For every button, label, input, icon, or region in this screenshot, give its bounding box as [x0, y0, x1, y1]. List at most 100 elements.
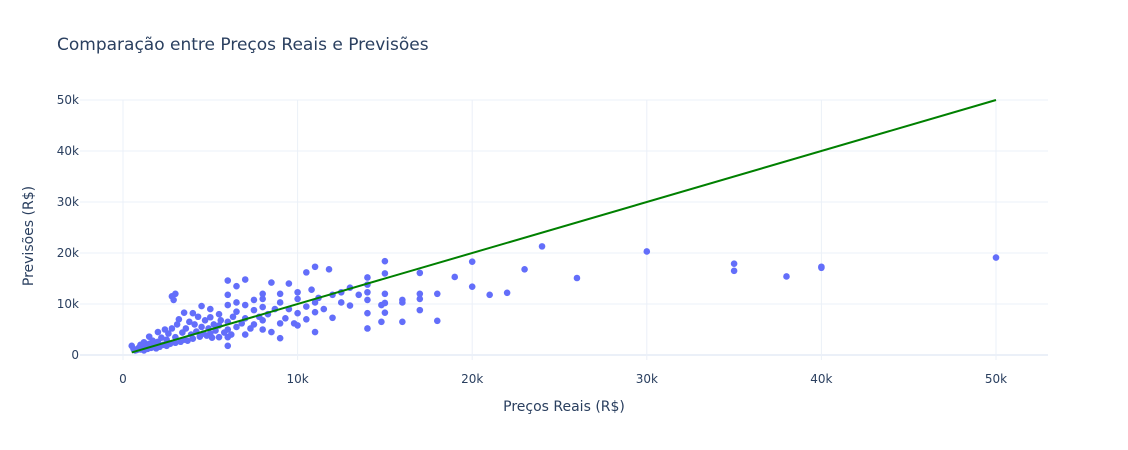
data-point [311, 308, 319, 316]
data-point [364, 296, 371, 304]
data-point [224, 291, 232, 299]
data-point [241, 276, 249, 283]
data-point [308, 286, 315, 294]
data-point [165, 330, 172, 337]
x-axis-title: Preços Reais (R$) [503, 399, 625, 415]
data-point [399, 296, 406, 304]
data-point [250, 296, 258, 304]
data-point [268, 279, 275, 286]
data-point [364, 274, 371, 281]
data-point [311, 299, 319, 306]
data-point [224, 277, 232, 284]
data-point [182, 325, 190, 332]
chart-title: Comparação entre Preços Reais e Previsõe… [57, 35, 429, 55]
x-tick-label: 30k [636, 372, 658, 386]
data-point [191, 321, 198, 328]
data-point [730, 260, 738, 268]
data-point [433, 290, 441, 298]
data-point [229, 313, 237, 321]
data-point [224, 342, 232, 350]
x-axis-ticks: 0 10k 20k 30k 40k 50k [119, 372, 1007, 386]
data-point [154, 328, 162, 336]
data-point [992, 254, 1000, 261]
y-tick-label: 0 [71, 348, 79, 362]
y-tick-label: 40k [57, 144, 79, 158]
data-point [538, 243, 546, 250]
data-point [186, 318, 193, 326]
data-point [224, 301, 232, 309]
data-point [381, 290, 389, 298]
data-point [210, 321, 218, 328]
data-point [233, 323, 240, 331]
data-point [303, 269, 310, 276]
data-point [378, 318, 385, 326]
data-point [337, 299, 345, 306]
data-point [180, 309, 188, 316]
data-point [233, 299, 240, 306]
data-point [364, 325, 371, 332]
data-point [158, 334, 165, 341]
data-point [217, 317, 225, 324]
data-point [259, 317, 266, 324]
data-point [521, 266, 528, 273]
x-tick-label: 50k [985, 372, 1007, 386]
data-point [241, 331, 249, 338]
data-point [207, 305, 214, 313]
data-point [294, 322, 301, 329]
x-tick-label: 0 [119, 372, 127, 386]
data-point [175, 316, 183, 323]
data-point [451, 273, 459, 281]
data-point [399, 318, 406, 326]
data-point [416, 295, 424, 303]
data-point [285, 280, 293, 287]
data-point [364, 309, 371, 317]
data-point [276, 334, 284, 342]
data-point [294, 295, 301, 303]
data-point [730, 267, 738, 275]
reference-line [131, 99, 997, 354]
data-point [259, 303, 266, 311]
data-point [233, 282, 240, 290]
y-tick-label: 20k [57, 246, 79, 260]
data-point [215, 333, 223, 341]
data-point [241, 301, 249, 309]
data-point [416, 290, 424, 298]
data-point [433, 317, 441, 325]
data-point [215, 310, 223, 318]
data-point [303, 303, 310, 310]
data-point [364, 288, 371, 296]
data-point [416, 306, 424, 314]
data-point [311, 328, 319, 336]
data-point [355, 291, 363, 299]
data-point [276, 320, 284, 327]
y-tick-label: 10k [57, 297, 79, 311]
data-point [381, 309, 389, 316]
data-point [294, 309, 301, 317]
y-axis-title: Previsões (R$) [21, 186, 37, 286]
data-point [173, 321, 181, 328]
data-point [168, 325, 176, 332]
data-point [224, 326, 232, 333]
data-point [172, 290, 179, 298]
data-point [250, 321, 258, 328]
data-point [381, 299, 389, 307]
data-point [303, 316, 310, 323]
data-point [311, 263, 319, 271]
grid [80, 99, 1048, 360]
scatter-series [128, 243, 1000, 354]
data-point [346, 302, 354, 309]
data-point [170, 296, 177, 304]
data-point [468, 258, 476, 265]
data-point [259, 295, 266, 303]
data-point [320, 305, 328, 313]
y-axis-ticks: 0 10k 20k 30k 40k 50k [57, 93, 79, 362]
data-point [276, 290, 284, 298]
data-point [276, 299, 284, 306]
data-point [233, 308, 240, 315]
data-point [268, 328, 275, 336]
data-point [189, 335, 197, 342]
x-tick-label: 40k [810, 372, 832, 386]
data-point [189, 309, 197, 317]
data-point [573, 274, 581, 282]
